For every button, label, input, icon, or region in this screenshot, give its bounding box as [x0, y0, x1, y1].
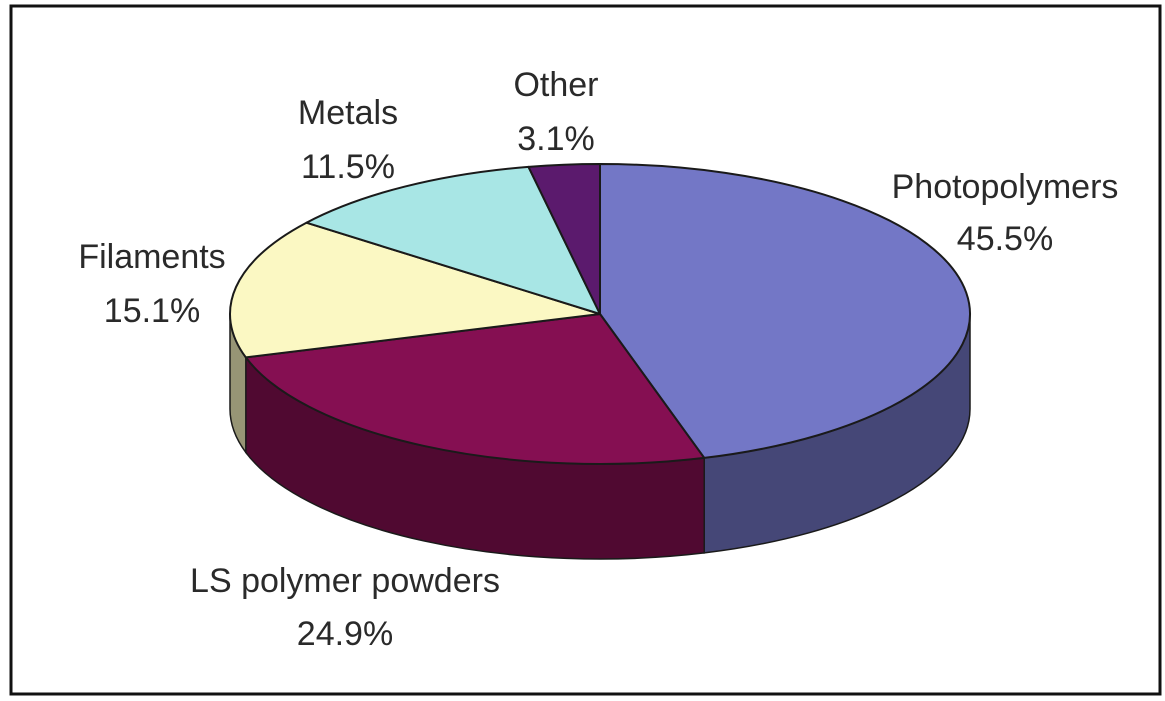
slice-name: Metals — [298, 94, 398, 132]
slice-label-photopolymers: Photopolymers 45.5% — [892, 168, 1119, 258]
slice-label-ls-polymer-powders: LS polymer powders 24.9% — [190, 562, 500, 653]
slice-name: Filaments — [78, 238, 225, 276]
slice-value: 15.1% — [104, 292, 200, 330]
slice-name: LS polymer powders — [190, 562, 500, 600]
slice-name: Photopolymers — [892, 168, 1119, 206]
pie-slice-ls-polymer-powders — [244, 313, 706, 465]
slice-value: 24.9% — [297, 615, 393, 653]
slice-label-other: Other 3.1% — [513, 66, 598, 158]
pie-slice-photopolymers — [599, 163, 971, 459]
pie-slice-other — [527, 163, 601, 315]
pie-slice-metals — [305, 165, 601, 315]
slice-label-metals: Metals 11.5% — [298, 94, 398, 186]
slice-value: 3.1% — [517, 120, 595, 158]
slice-value: 11.5% — [301, 148, 395, 186]
slice-value: 45.5% — [957, 220, 1053, 258]
slice-name: Other — [513, 66, 598, 104]
pie-slice-filaments — [229, 221, 601, 359]
slice-label-filaments: Filaments 15.1% — [78, 238, 225, 330]
pie-tops — [229, 163, 971, 465]
